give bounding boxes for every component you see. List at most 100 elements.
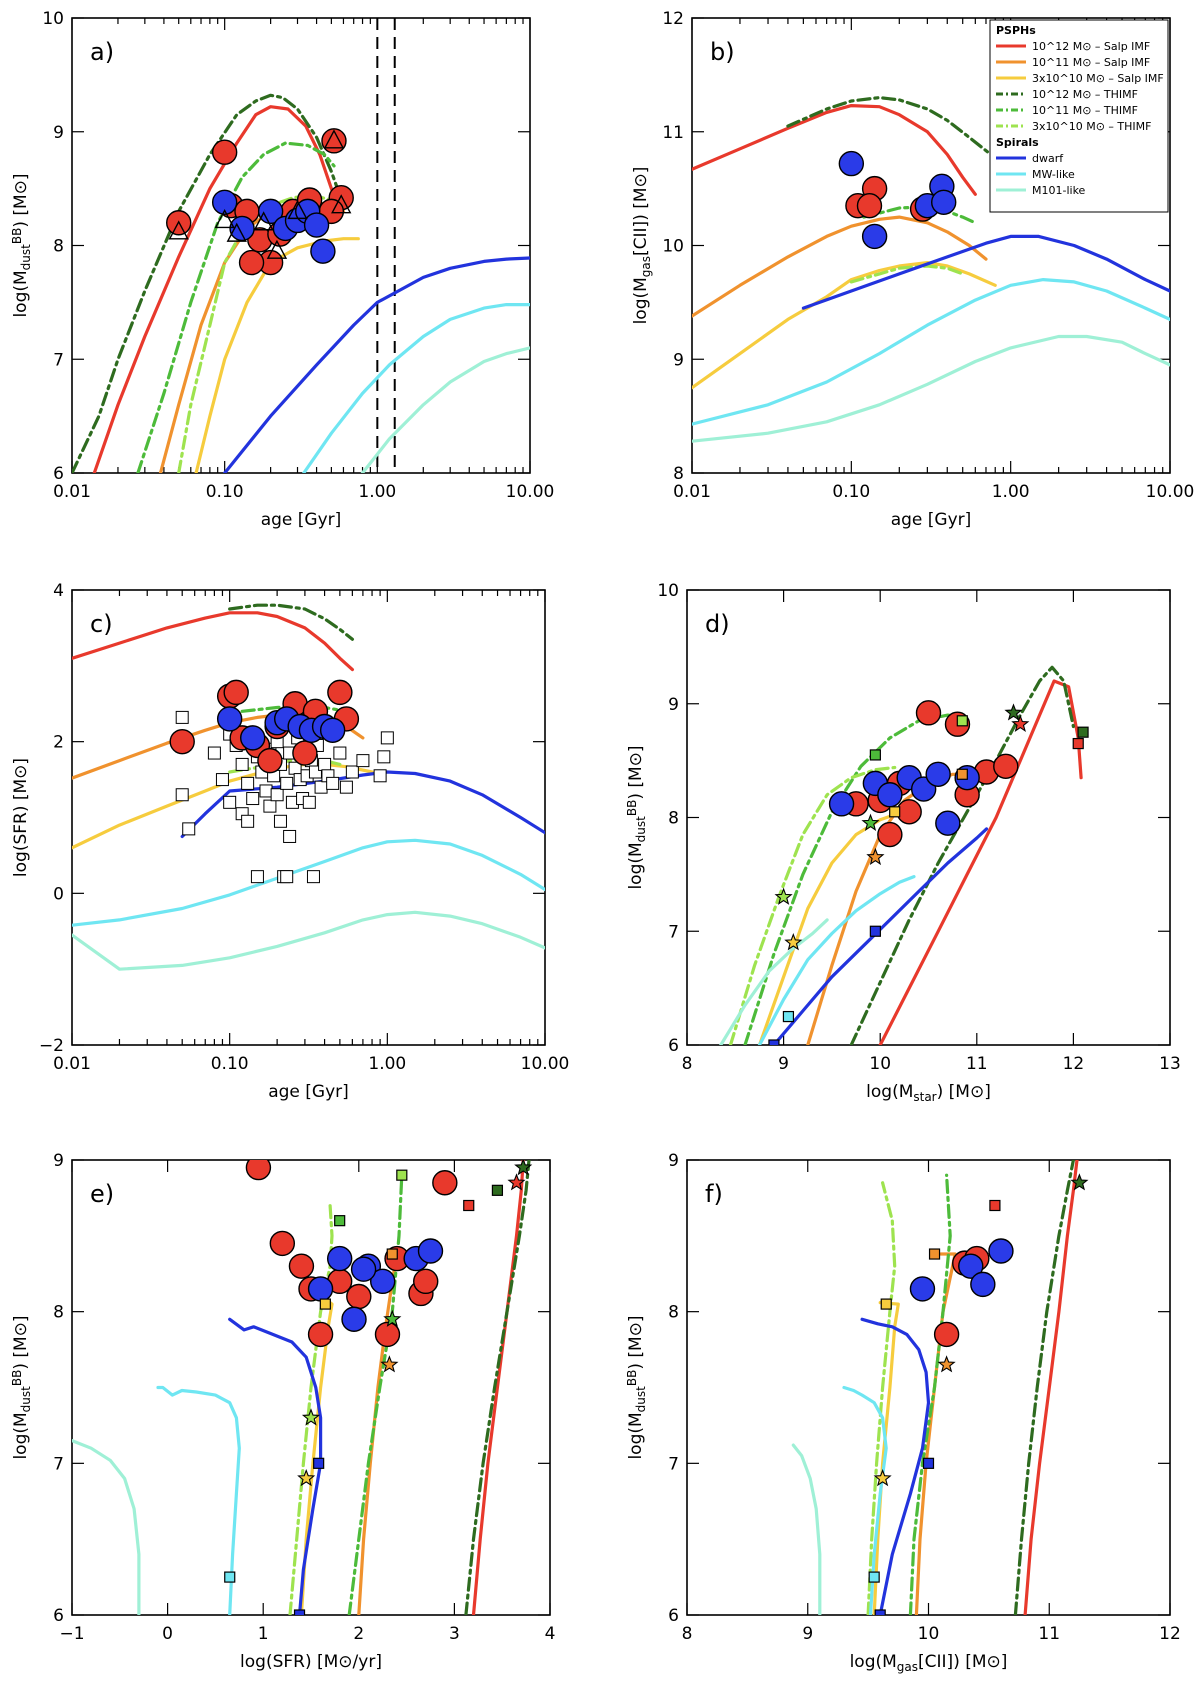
open-square-point	[175, 788, 189, 802]
track-star-marker	[507, 1173, 526, 1191]
open-square-point	[283, 829, 297, 843]
label-part: log(M	[850, 1652, 897, 1672]
track-square-marker	[491, 1184, 504, 1196]
blue-data-point	[838, 150, 865, 177]
track-star-marker	[784, 933, 803, 951]
label-part: ) [M⊙]	[11, 173, 31, 227]
panel-b: 0.01 0.10 1.00 10.00 8 9 10 11 12 age [Gyr] log(Mg…	[631, 9, 1194, 530]
panel-label: f)	[705, 1180, 723, 1208]
track-square-marker	[869, 925, 881, 937]
track-mw	[692, 278, 1170, 426]
open-square-point	[246, 792, 260, 806]
x-tick-label: 0.10	[211, 1054, 249, 1074]
label-part: log(M	[626, 1412, 646, 1459]
blue-data-point	[925, 761, 951, 787]
track-m101	[719, 918, 829, 1045]
track-psph-1e12-th	[464, 1160, 531, 1615]
open-square-point	[333, 746, 347, 760]
red-data-point	[321, 128, 347, 154]
x-tick-label: 10.00	[506, 482, 555, 502]
open-square-point	[302, 795, 316, 809]
track-star-marker	[1004, 703, 1023, 721]
x-tick-label: 9	[778, 1054, 789, 1074]
red-data-point	[413, 1268, 439, 1295]
legend-label: 10^12 M⊙ – THIMF	[1032, 88, 1138, 101]
track-mw	[842, 1385, 888, 1615]
open-square-point	[280, 870, 294, 884]
y-tick-label: 6	[668, 1606, 679, 1626]
y-tick-label: 10	[42, 9, 64, 29]
y-tick-label: 7	[53, 1454, 64, 1474]
panel-e: −1 0 1 2 3 4 6 7 8 9 log(SFR) [M⊙/yr] log(MdustBB) …	[10, 1151, 555, 1672]
legend-label: dwarf	[1032, 152, 1064, 165]
open-square-point	[207, 746, 221, 760]
y-tick-label: 7	[53, 350, 64, 370]
track-psph-1e12-salp	[1023, 1160, 1079, 1615]
red-data-point	[915, 700, 942, 726]
red-data-point	[288, 1253, 315, 1279]
track-dwarf	[860, 1317, 931, 1615]
red-data-point	[896, 799, 922, 825]
track-star-marker	[937, 1355, 956, 1373]
legend: PSPHs 10^12 M⊙ – Salp IMF 10^11 M⊙ – Salp …	[989, 19, 1169, 213]
red-data-point	[993, 753, 1019, 780]
track-psph-1e12-th	[72, 93, 346, 473]
track-star-marker	[301, 1408, 321, 1426]
open-square-point	[373, 769, 387, 783]
label-subscript: dust	[19, 244, 33, 270]
red-data-point	[211, 139, 238, 165]
track-psph-1e12-salp	[692, 103, 977, 196]
track-square-marker	[989, 1199, 1001, 1212]
x-tick-label: 1.00	[368, 1054, 406, 1074]
panel-label: b)	[710, 38, 735, 66]
open-square-point	[259, 784, 273, 798]
y-tick-label: 12	[662, 9, 684, 29]
open-square-point	[306, 870, 320, 884]
y-tick-label: 8	[53, 1303, 64, 1323]
y-tick-label: 7	[668, 922, 679, 942]
track-psph-3e10-salp	[692, 261, 997, 390]
label-part: age [Gyr]	[261, 510, 342, 530]
x-tick-label: 11	[966, 1054, 988, 1074]
track-psph-1e12-salp	[878, 679, 1083, 1045]
open-triangle-point	[226, 222, 247, 242]
legend-label: 3x10^10 M⊙ – THIMF	[1032, 120, 1151, 133]
open-triangle-point	[253, 211, 274, 231]
y-tick-label: 8	[668, 809, 679, 829]
y-tick-label: 6	[53, 464, 64, 484]
label-superscript: BB	[10, 1370, 24, 1386]
y-tick-label: 9	[53, 1151, 64, 1171]
y-tick-label: 9	[668, 1151, 679, 1171]
x-tick-label: −1	[59, 1624, 84, 1644]
label-part: [CII]) [M⊙]	[631, 167, 651, 256]
legend-label: 10^11 M⊙ – THIMF	[1032, 104, 1138, 117]
track-square-marker	[956, 715, 968, 727]
blue-data-point	[211, 189, 238, 215]
open-square-point	[263, 799, 277, 813]
y-tick-label: 11	[662, 123, 684, 143]
x-axis-title: age [Gyr]	[891, 510, 972, 530]
blue-data-point	[958, 1253, 984, 1279]
open-square-point	[215, 773, 229, 787]
track-square-marker	[1072, 737, 1084, 750]
blue-data-point	[909, 1276, 936, 1302]
blue-data-point	[350, 1256, 377, 1282]
label-subscript: dust	[634, 1386, 648, 1412]
open-square-point	[380, 731, 394, 745]
label-part: log(M	[631, 277, 651, 324]
x-tick-label: 9	[802, 1624, 813, 1644]
open-square-point	[250, 870, 264, 884]
track-star-marker	[1011, 714, 1030, 732]
panel-label: c)	[90, 610, 113, 638]
track-square-marker	[869, 749, 881, 761]
label-part: log(M	[626, 842, 646, 889]
x-tick-label: 0.01	[673, 482, 711, 502]
track-psph-1e12-th	[1013, 1160, 1076, 1615]
blue-data-point	[828, 791, 855, 817]
open-square-point	[241, 776, 255, 790]
label-part: [CII]) [M⊙]	[918, 1652, 1007, 1672]
red-data-point	[307, 1321, 334, 1348]
track-psph-1e12-salp	[471, 1160, 525, 1615]
x-tick-label: 8	[682, 1624, 693, 1644]
